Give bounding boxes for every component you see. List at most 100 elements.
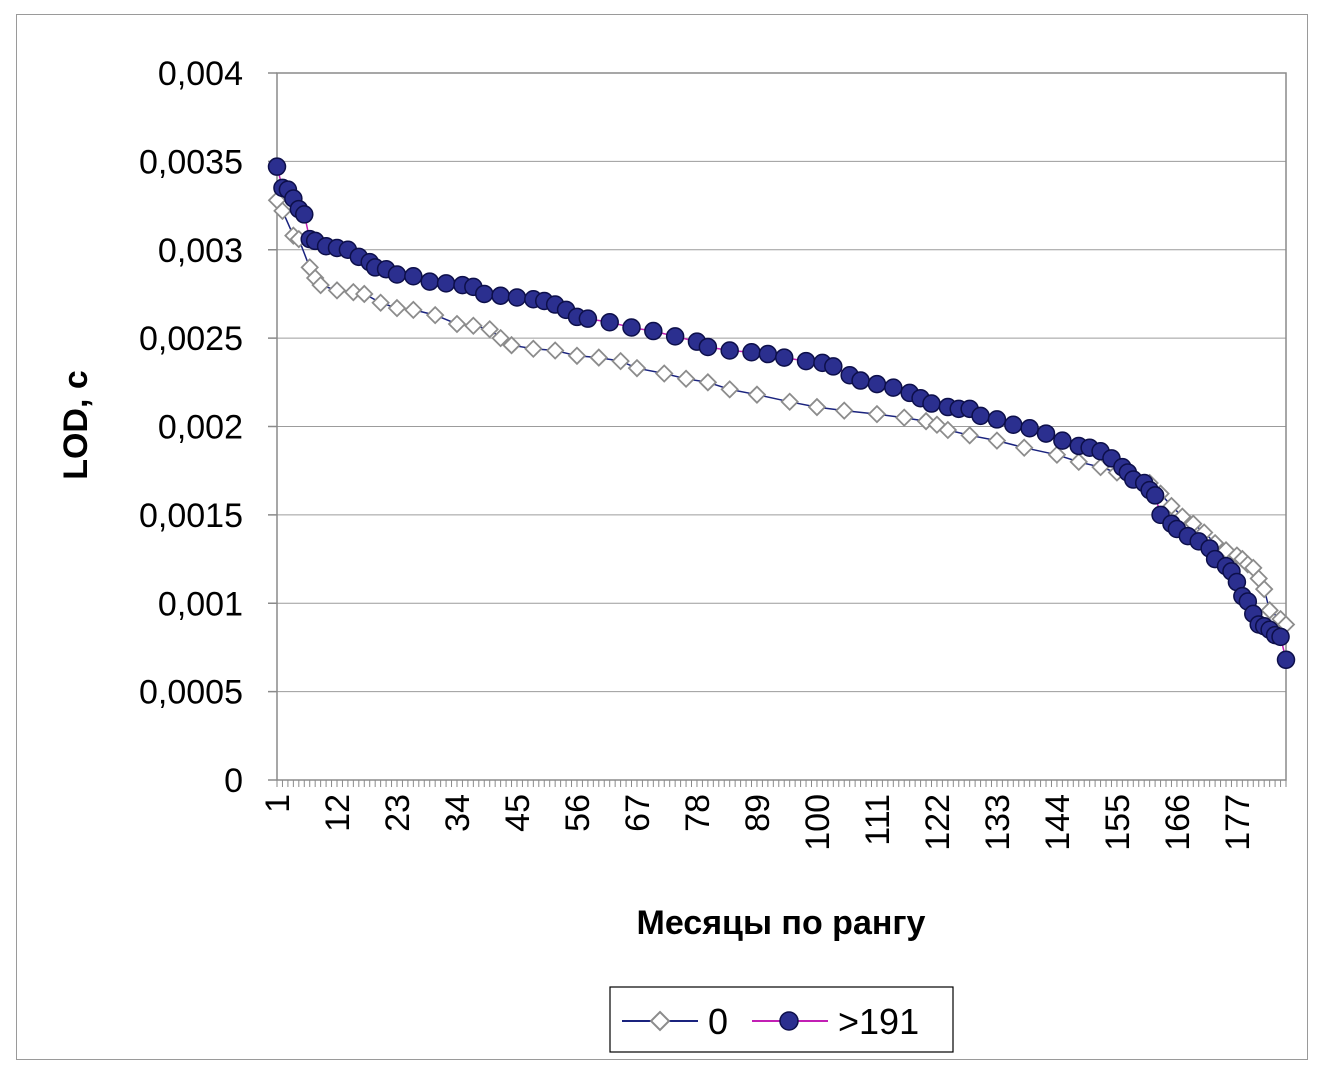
data-point [654, 364, 674, 383]
data-point [611, 351, 630, 371]
data-point [971, 406, 990, 426]
x-axis-title: Месяцы по рангу [637, 904, 926, 942]
data-point [960, 426, 979, 445]
x-tick-label: 56 [559, 794, 597, 832]
data-point [720, 380, 739, 399]
data-point [1047, 445, 1067, 465]
data-point [644, 321, 663, 341]
data-point [698, 337, 718, 357]
y-axis-ticks: 0 0,0005 0,001 0,0015 0,002 0,0025 0,003 0,0035… [139, 55, 277, 800]
data-point [404, 267, 423, 286]
data-point [774, 348, 794, 367]
data-point [425, 305, 445, 325]
x-tick-label: 23 [379, 794, 417, 832]
series-1 [267, 157, 1296, 670]
data-point [480, 320, 499, 339]
x-tick-label: 177 [1219, 794, 1257, 851]
data-point [273, 201, 292, 221]
x-tick-label: 133 [979, 794, 1017, 851]
y-tick-label: 0 [224, 762, 243, 800]
legend-marker-series-1 [779, 1011, 799, 1031]
data-point [780, 392, 799, 412]
gridlines [277, 160, 1286, 693]
data-point [387, 265, 407, 284]
data-point [502, 335, 521, 355]
data-point [698, 373, 718, 392]
series-line-0 [276, 199, 1287, 626]
x-tick-label: 144 [1039, 794, 1077, 851]
data-point [884, 378, 903, 397]
data-point [622, 318, 641, 337]
data-point [404, 300, 423, 320]
data-point [1014, 438, 1034, 457]
y-tick-label: 0,0005 [139, 674, 243, 712]
x-tick-label: 122 [919, 794, 957, 851]
data-point [436, 274, 456, 293]
data-point [796, 351, 816, 371]
x-tick-label: 12 [319, 794, 357, 832]
data-point [676, 369, 696, 389]
x-tick-label: 78 [679, 794, 717, 832]
y-tick-label: 0,001 [158, 585, 243, 623]
data-point [491, 328, 510, 348]
data-point [742, 343, 761, 362]
data-point [851, 371, 870, 390]
y-tick-label: 0,002 [158, 409, 243, 447]
x-tick-label: 166 [1159, 794, 1197, 851]
data-point [420, 272, 439, 291]
data-point [267, 157, 287, 176]
y-tick-label: 0,0015 [139, 497, 243, 535]
series-0 [267, 190, 1296, 634]
data-point [1254, 579, 1274, 599]
x-tick-label: 111 [859, 794, 897, 846]
data-point [1260, 601, 1279, 620]
data-point [524, 339, 543, 359]
data-point [894, 408, 914, 427]
data-point [938, 420, 958, 440]
x-tick-label: 89 [739, 794, 777, 832]
legend: 0 >191 [609, 986, 954, 1053]
data-point [491, 286, 510, 305]
data-point [327, 281, 347, 300]
y-tick-label: 0,0025 [139, 320, 243, 358]
data-point [1069, 452, 1089, 472]
data-point [600, 312, 619, 332]
y-tick-label: 0,004 [158, 55, 243, 93]
data-point [1053, 431, 1072, 450]
data-point [387, 298, 407, 318]
legend-label-series-0: 0 [708, 1001, 728, 1042]
data-point [447, 314, 467, 334]
data-point [834, 401, 854, 420]
data-point [507, 288, 527, 307]
data-point [807, 397, 827, 417]
data-point [475, 284, 494, 304]
series-layer [267, 157, 1296, 670]
data-point [1271, 627, 1290, 647]
data-point [1276, 650, 1296, 670]
data-point [578, 309, 598, 328]
data-point [545, 341, 565, 360]
data-point [867, 404, 887, 424]
data-point [922, 394, 941, 413]
data-point [747, 385, 767, 404]
data-point [1004, 415, 1023, 434]
x-axis-ticks: 1 12 23 34 45 56 67 78 89 100 111 122 133 144 155 166 17… [259, 780, 1287, 851]
data-point [464, 316, 483, 336]
legend-marker-series-0 [649, 1010, 671, 1032]
data-point [371, 293, 390, 313]
y-tick-label: 0,0035 [139, 143, 243, 181]
data-point [354, 284, 374, 304]
data-point [1145, 486, 1165, 505]
x-tick-label: 155 [1099, 794, 1137, 851]
data-point [295, 205, 314, 224]
data-point [867, 374, 887, 394]
legend-label-series-1: >191 [838, 1001, 919, 1042]
x-tick-label: 1 [259, 794, 297, 813]
data-point [567, 346, 587, 366]
y-axis-title: LOD, c [57, 370, 95, 480]
x-tick-label: 34 [439, 794, 477, 832]
data-point [627, 358, 647, 378]
x-tick-label: 100 [799, 794, 837, 851]
y-tick-label: 0,003 [158, 232, 243, 270]
